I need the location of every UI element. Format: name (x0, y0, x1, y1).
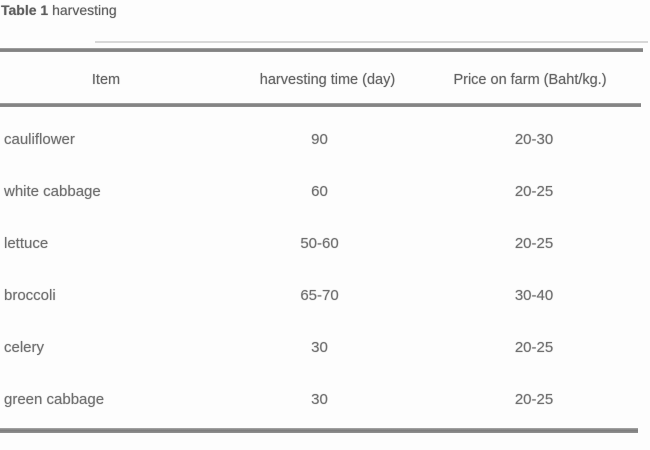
table-caption-text: harvesting (48, 2, 117, 18)
time-cell: 30 (311, 390, 328, 408)
price-cell: 20-30 (514, 130, 554, 148)
scan-artifact-line (95, 41, 648, 43)
item-cell: broccoli (4, 286, 56, 304)
table-caption-number: Table 1 (1, 2, 49, 18)
item-cell: green cabbage (4, 390, 105, 408)
price-cell: 20-25 (514, 338, 554, 356)
item-cell: cauliflower (4, 130, 75, 148)
table-top-border (0, 48, 643, 52)
column-header-harvesting-time: harvesting time (day) (259, 71, 396, 88)
item-cell: celery (4, 338, 45, 356)
table-row: lettuce 50-60 20-25 (0, 217, 641, 269)
table-caption: Table 1 harvesting (1, 2, 117, 18)
table-bottom-border (0, 428, 638, 433)
time-cell: 50-60 (300, 234, 339, 252)
table-body: cauliflower 90 20-30 white cabbage 60 20… (0, 113, 641, 425)
table-row: broccoli 65-70 30-40 (0, 269, 641, 321)
time-cell: 65-70 (300, 286, 339, 304)
time-cell: 90 (311, 130, 328, 148)
table-row: green cabbage 30 20-25 (0, 373, 641, 425)
price-cell: 30-40 (514, 286, 554, 304)
item-cell: white cabbage (4, 182, 101, 200)
table-row: white cabbage 60 20-25 (0, 165, 641, 217)
column-header-item: Item (91, 71, 121, 88)
price-cell: 20-25 (514, 234, 554, 252)
table-header-border (0, 103, 641, 107)
column-header-price: Price on farm (Baht/kg.) (453, 71, 607, 88)
price-cell: 20-25 (514, 182, 554, 200)
table-header-row: Item harvesting time (day) Price on farm… (0, 56, 641, 103)
time-cell: 60 (311, 182, 328, 200)
table-row: celery 30 20-25 (0, 321, 641, 373)
item-cell: lettuce (4, 234, 49, 252)
price-cell: 20-25 (514, 390, 554, 408)
time-cell: 30 (311, 338, 328, 356)
table-row: cauliflower 90 20-30 (0, 113, 641, 165)
